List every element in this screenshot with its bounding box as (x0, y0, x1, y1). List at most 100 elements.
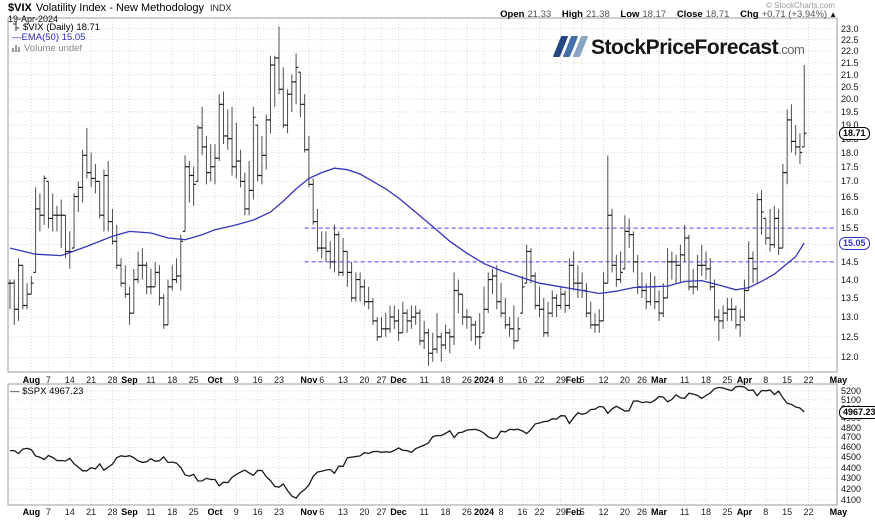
spx-axis-tick: 4200 (841, 484, 862, 495)
exchange-label: INDX (210, 3, 232, 13)
date-label: Aug (22, 375, 41, 385)
vix-axis-tick: 19.0 (841, 120, 859, 131)
high-value: 21.38 (585, 9, 610, 20)
date-label: 6 (319, 507, 325, 517)
date-label: 16 (252, 375, 263, 385)
date-label: 27 (376, 507, 387, 517)
date-label: Sep (121, 507, 138, 517)
date-label: 20 (359, 375, 370, 385)
legend-vix-label: $VIX (Daily) 18.71 (23, 22, 101, 33)
date-label: Nov (300, 375, 318, 385)
date-label: 26 (461, 507, 472, 517)
date-label: 27 (376, 375, 387, 385)
date-label: 25 (722, 507, 733, 517)
copyright-label: © StockCharts.com (765, 1, 835, 10)
spx-axis-tick: 4600 (841, 442, 862, 453)
date-label: 16 (252, 507, 263, 517)
vix-axis-tick: 12.0 (841, 352, 859, 363)
spx-axis-tick: 5100 (841, 394, 862, 405)
date-label: Aug (22, 507, 41, 517)
date-label: 22 (534, 507, 545, 517)
date-label: 23 (273, 375, 285, 385)
date-label: 23 (273, 507, 285, 517)
volume-bars-icon (12, 44, 21, 55)
open-value: 21.33 (527, 9, 552, 20)
date-label: 14 (64, 507, 75, 517)
date-label: Apr (736, 507, 753, 517)
date-label: 7 (45, 375, 51, 385)
low-value: 18.17 (642, 9, 667, 20)
date-label: 18 (440, 375, 451, 385)
date-label: 9 (233, 507, 239, 517)
date-label: 18 (700, 375, 712, 385)
vix-axis-tick: 17.5 (841, 161, 859, 172)
ohlc-bar-icon (12, 21, 20, 34)
date-label: 29 (555, 375, 566, 385)
vix-axis-tick: 22.5 (841, 34, 859, 45)
date-label: 11 (146, 375, 156, 385)
date-label: Mar (651, 507, 668, 517)
date-label: 22 (803, 507, 814, 517)
date-label: 22 (534, 375, 545, 385)
date-label: Dec (390, 375, 407, 385)
date-label: 7 (45, 507, 51, 517)
date-label: 25 (722, 375, 733, 385)
date-label: 12 (598, 375, 609, 385)
spx-axis-tick: 4700 (841, 432, 862, 443)
date-label: 16 (517, 507, 528, 517)
spx-axis-tick: 4300 (841, 473, 862, 484)
vix-axis-tick: 20.0 (841, 94, 859, 105)
watermark-logo: StockPriceForecast.com (552, 36, 805, 61)
date-label: Oct (207, 507, 223, 517)
date-label: 11 (679, 375, 690, 385)
date-label: Mar (651, 375, 668, 385)
date-label: Oct (207, 375, 223, 385)
chg-label: Chg (740, 9, 759, 20)
vix-axis-tick: 21.0 (841, 69, 859, 80)
ema-value-callout: 15.05 (839, 237, 870, 250)
date-label: 20 (619, 375, 630, 385)
close-value: 18.71 (705, 9, 730, 20)
symbol-description: Volatility Index - New Methodology (35, 2, 205, 14)
date-label: 21 (86, 375, 97, 385)
date-label: 26 (636, 375, 647, 385)
date-label: 20 (619, 507, 630, 517)
date-label: 2024 (473, 375, 494, 385)
vix-axis-tick: 18.0 (841, 147, 859, 158)
quote-row: Open 21.33 High 21.38 Low 18.17 Close 18.71 … (492, 9, 837, 20)
date-label: 22 (803, 375, 814, 385)
watermark-text: StockPriceForecast.com (591, 36, 805, 59)
date-label: 26 (636, 507, 647, 517)
vix-axis-tick: 20.5 (841, 81, 859, 92)
date-label: 18 (167, 507, 178, 517)
date-label: 18 (167, 375, 178, 385)
date-label: Apr (736, 375, 753, 385)
date-label: 15 (782, 375, 793, 385)
vix-axis-tick: 23.0 (841, 23, 859, 34)
vix-axis-tick: 22.0 (841, 46, 859, 57)
date-label: 21 (86, 507, 97, 517)
legend-vix: $VIX (Daily) 18.71 (12, 21, 100, 34)
date-label: May (829, 375, 848, 385)
date-label: 5 (579, 507, 585, 517)
spx-axis-tick: 4800 (841, 422, 862, 433)
date-label: 28 (107, 375, 118, 385)
date-label: 11 (419, 507, 429, 517)
date-label: 16 (517, 375, 528, 385)
spx-close-callout: 4967.23 (839, 406, 875, 419)
vix-close-callout: 18.71 (839, 127, 870, 140)
date-label: 18 (440, 507, 451, 517)
date-label: 20 (359, 507, 370, 517)
date-label: 26 (461, 375, 472, 385)
date-label: 11 (679, 507, 690, 517)
vix-axis-tick: 16.0 (841, 207, 859, 218)
date-label: 25 (188, 375, 199, 385)
spx-axis-tick: 4500 (841, 452, 862, 463)
vix-axis-tick: 14.0 (841, 274, 859, 285)
chart-date: 19-Apr-2024 (8, 14, 59, 24)
date-label: 2024 (473, 507, 494, 517)
date-label: Sep (121, 375, 138, 385)
chg-value: +0.71 (+3.94%) (761, 9, 828, 20)
